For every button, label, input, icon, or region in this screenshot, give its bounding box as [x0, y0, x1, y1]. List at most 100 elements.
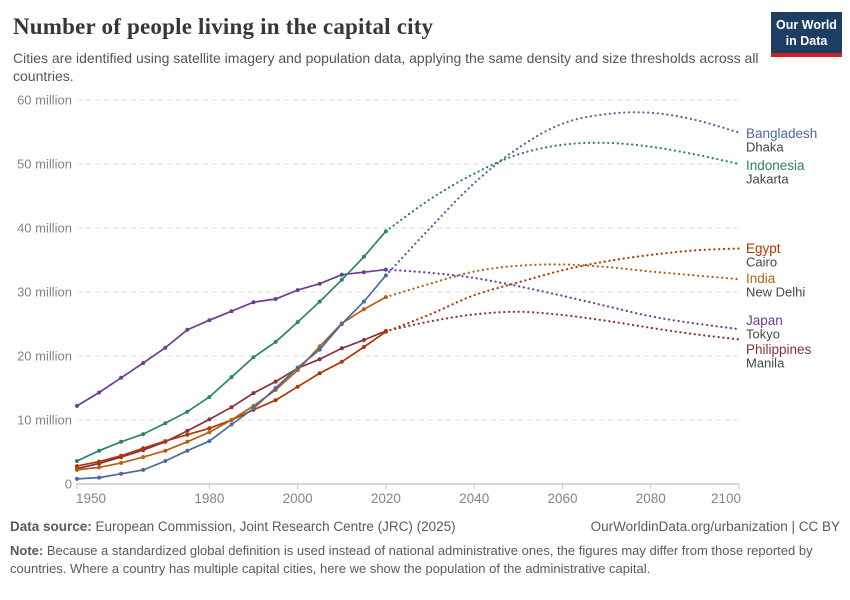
data-point — [361, 255, 366, 260]
series-label-country[interactable]: Japan — [746, 313, 783, 328]
owid-logo-line1: Our World — [776, 18, 837, 32]
data-point — [229, 405, 234, 410]
x-axis-label: 2040 — [459, 491, 489, 506]
x-axis-label: 2020 — [371, 491, 401, 506]
data-point — [295, 288, 300, 293]
data-point — [229, 422, 234, 427]
data-point — [75, 468, 79, 473]
data-source-label: Data source: — [10, 519, 92, 535]
data-point — [273, 340, 278, 345]
data-point — [119, 454, 124, 459]
series-label-city: Jakarta — [746, 172, 789, 187]
history-line-egypt — [76, 331, 387, 468]
data-point — [251, 406, 256, 411]
chart-header: Number of people living in the capital c… — [0, 0, 850, 85]
x-axis-label: 2100 — [711, 491, 741, 506]
data-point — [361, 270, 366, 275]
x-axis-label: 2000 — [283, 491, 313, 506]
note-text: Because a standardized global definition… — [10, 542, 813, 576]
data-point — [295, 320, 300, 325]
series-label-country[interactable]: Indonesia — [746, 158, 805, 173]
data-point — [75, 477, 79, 482]
chart-subtitle: Cities are identified using satellite im… — [13, 50, 759, 85]
data-source-text: European Commission, Joint Research Cent… — [91, 519, 456, 535]
y-axis-label: 10 million — [17, 413, 72, 428]
x-axis-label: 2060 — [547, 491, 577, 506]
data-point — [339, 322, 344, 327]
data-point — [75, 459, 79, 464]
projection-line-egypt — [384, 247, 741, 334]
data-point — [185, 449, 190, 454]
data-point — [119, 440, 124, 445]
x-axis-label: 2080 — [636, 491, 666, 506]
series-label-city: Cairo — [746, 255, 777, 270]
y-axis-label: 30 million — [17, 285, 72, 300]
data-point — [75, 464, 79, 469]
note-line: Note: Because a standardized global defi… — [10, 542, 840, 578]
series-label-country[interactable]: Egypt — [746, 241, 781, 256]
data-point — [339, 278, 344, 283]
data-point — [251, 355, 256, 360]
data-point — [141, 361, 146, 366]
data-point — [251, 300, 256, 305]
data-point — [295, 365, 300, 370]
data-point — [163, 439, 168, 444]
data-point — [229, 418, 234, 423]
data-point — [273, 297, 278, 302]
note-label: Note: — [10, 542, 44, 558]
owid-logo[interactable]: Our World in Data — [771, 12, 842, 57]
data-point — [339, 360, 344, 365]
history-line-philippines — [76, 330, 387, 470]
data-point — [207, 318, 212, 323]
data-point — [295, 385, 300, 390]
data-point — [185, 440, 190, 445]
data-point — [119, 376, 124, 381]
series-label-country[interactable]: Philippines — [746, 342, 812, 357]
data-point — [185, 433, 190, 438]
data-point — [97, 475, 102, 480]
x-axis-label: 1950 — [76, 491, 106, 506]
data-point — [97, 390, 102, 395]
projection-line-philippines — [384, 311, 741, 341]
data-point — [251, 391, 256, 396]
projection-line-indonesia — [384, 142, 741, 233]
data-point — [207, 430, 212, 435]
history-line-india — [76, 296, 387, 472]
y-axis-label: 60 million — [17, 93, 72, 108]
data-point — [317, 357, 322, 362]
data-point — [317, 282, 322, 287]
page-title: Number of people living in the capital c… — [13, 14, 434, 39]
y-axis-label: 50 million — [17, 157, 72, 172]
data-point — [273, 398, 278, 403]
data-point — [207, 417, 212, 422]
data-point — [229, 309, 234, 314]
series-label-country[interactable]: India — [746, 271, 776, 286]
data-point — [229, 375, 234, 380]
data-point — [185, 328, 190, 333]
data-point — [163, 449, 168, 454]
data-point — [185, 410, 190, 415]
data-point — [317, 347, 322, 352]
owid-logo-line2: in Data — [785, 34, 828, 48]
history-line-japan — [76, 269, 386, 408]
series-label-city: Tokyo — [746, 327, 780, 342]
data-point — [141, 455, 146, 460]
data-point — [97, 449, 102, 454]
data-point — [361, 338, 366, 343]
series-label-city: Dhaka — [746, 140, 784, 155]
data-point — [163, 421, 168, 426]
data-point — [339, 273, 344, 278]
history-line-indonesia — [76, 231, 387, 463]
owid-license-link[interactable]: OurWorldinData.org/urbanization | CC BY — [590, 519, 840, 535]
data-point — [317, 371, 322, 376]
y-axis-label: 40 million — [17, 221, 72, 236]
series-label-country[interactable]: Bangladesh — [746, 126, 817, 141]
data-point — [361, 307, 366, 312]
projection-line-japan — [384, 268, 741, 331]
